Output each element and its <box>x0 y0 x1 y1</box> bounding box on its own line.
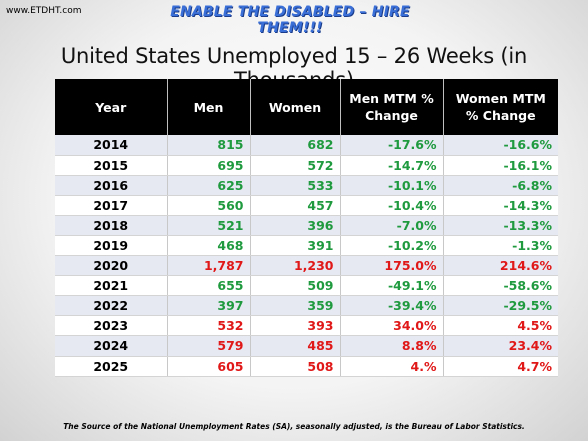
site-url: www.ETDHT.com <box>6 6 82 16</box>
cell-women-mtm: -13.3% <box>443 215 558 236</box>
table-row: 2015 695 572 -14.7% -16.1% <box>55 155 558 176</box>
cell-men-mtm: 175.0% <box>340 255 444 277</box>
cell-women: 393 <box>250 315 341 337</box>
cell-women-mtm: -6.8% <box>443 175 558 196</box>
cell-women-mtm: -29.5% <box>443 295 558 317</box>
cell-men: 521 <box>167 215 251 236</box>
cell-men: 532 <box>167 315 251 337</box>
table-row: 2024 579 485 8.8% 23.4% <box>55 335 558 357</box>
cell-women-mtm: -16.1% <box>443 155 558 176</box>
cell-year: 2022 <box>55 295 168 317</box>
banner-slogan: ENABLE THE DISABLED – HIRE THEM!!! <box>170 4 410 36</box>
cell-women: 391 <box>250 235 341 257</box>
table-row: 2022 397 359 -39.4% -29.5% <box>55 295 558 317</box>
cell-men-mtm: -10.1% <box>340 175 444 196</box>
cell-women-mtm: -16.6% <box>443 135 558 156</box>
cell-year: 2014 <box>55 135 168 156</box>
table-row: 2019 468 391 -10.2% -1.3% <box>55 235 558 257</box>
cell-men: 815 <box>167 135 251 156</box>
cell-year: 2016 <box>55 175 168 196</box>
source-note: The Source of the National Unemployment … <box>63 422 525 431</box>
table-row: 2018 521 396 -7.0% -13.3% <box>55 215 558 236</box>
cell-year: 2025 <box>55 356 168 377</box>
cell-women: 396 <box>250 215 341 236</box>
cell-women-mtm: -14.3% <box>443 195 558 216</box>
cell-men-mtm: 4.% <box>340 356 444 377</box>
table-body: 2014 815 682 -17.6% -16.6% 2015 695 572 -14.7% -1… <box>55 135 558 377</box>
cell-women: 1,230 <box>250 255 341 277</box>
cell-men-mtm: -39.4% <box>340 295 444 317</box>
cell-men-mtm: 8.8% <box>340 335 444 357</box>
cell-men-mtm: -10.2% <box>340 235 444 257</box>
unemployment-table: Year Men Women Men MTM % Change Women MT… <box>55 79 558 377</box>
cell-year: 2015 <box>55 155 168 176</box>
table-row: 2020 1,787 1,230 175.0% 214.6% <box>55 255 558 277</box>
cell-year: 2023 <box>55 315 168 337</box>
cell-women: 509 <box>250 275 341 297</box>
cell-women: 359 <box>250 295 341 317</box>
cell-men: 605 <box>167 356 251 377</box>
cell-men-mtm: -14.7% <box>340 155 444 176</box>
cell-men-mtm: -10.4% <box>340 195 444 216</box>
cell-women-mtm: -1.3% <box>443 235 558 257</box>
cell-men: 560 <box>167 195 251 216</box>
cell-year: 2017 <box>55 195 168 216</box>
cell-year: 2021 <box>55 275 168 297</box>
cell-men: 468 <box>167 235 251 257</box>
table-row: 2017 560 457 -10.4% -14.3% <box>55 195 558 216</box>
cell-women: 682 <box>250 135 341 156</box>
cell-women-mtm: 4.7% <box>443 356 558 377</box>
header-men-mtm: Men MTM % Change <box>340 79 444 135</box>
cell-women: 457 <box>250 195 341 216</box>
table-row: 2021 655 509 -49.1% -58.6% <box>55 275 558 297</box>
header-women-mtm: Women MTM % Change <box>443 79 558 135</box>
table-row: 2023 532 393 34.0% 4.5% <box>55 315 558 337</box>
cell-year: 2018 <box>55 215 168 236</box>
cell-men-mtm: -17.6% <box>340 135 444 156</box>
cell-women-mtm: 214.6% <box>443 255 558 277</box>
cell-women: 533 <box>250 175 341 196</box>
table-header-row: Year Men Women Men MTM % Change Women MT… <box>55 79 558 135</box>
cell-women: 485 <box>250 335 341 357</box>
cell-men: 625 <box>167 175 251 196</box>
cell-women: 572 <box>250 155 341 176</box>
cell-year: 2019 <box>55 235 168 257</box>
header-women: Women <box>250 79 341 135</box>
cell-men: 1,787 <box>167 255 251 277</box>
cell-men-mtm: -7.0% <box>340 215 444 236</box>
cell-women: 508 <box>250 356 341 377</box>
cell-men: 695 <box>167 155 251 176</box>
cell-men: 655 <box>167 275 251 297</box>
cell-year: 2024 <box>55 335 168 357</box>
cell-women-mtm: -58.6% <box>443 275 558 297</box>
header-men: Men <box>167 79 251 135</box>
header-year: Year <box>55 79 168 135</box>
cell-men: 579 <box>167 335 251 357</box>
cell-men-mtm: 34.0% <box>340 315 444 337</box>
cell-men: 397 <box>167 295 251 317</box>
cell-men-mtm: -49.1% <box>340 275 444 297</box>
table-row: 2014 815 682 -17.6% -16.6% <box>55 135 558 156</box>
cell-year: 2020 <box>55 255 168 277</box>
table-row: 2016 625 533 -10.1% -6.8% <box>55 175 558 196</box>
cell-women-mtm: 23.4% <box>443 335 558 357</box>
table-row: 2025 605 508 4.% 4.7% <box>55 356 558 377</box>
cell-women-mtm: 4.5% <box>443 315 558 337</box>
